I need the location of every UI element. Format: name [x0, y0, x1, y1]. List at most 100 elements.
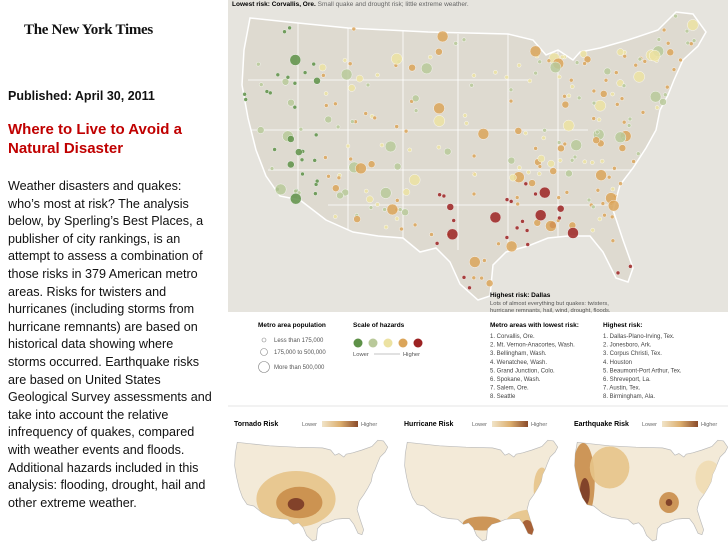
city-dot: [610, 186, 615, 192]
list-item: 2. Mt. Vernon-Anacortes, Wash.: [490, 343, 575, 349]
state-borders: [248, 20, 648, 260]
city-dot: [504, 235, 510, 240]
swatch: [398, 338, 408, 348]
city-dot: [631, 159, 636, 164]
city-dot: [395, 198, 400, 203]
city-dot: [524, 228, 530, 233]
city-dot: [600, 201, 606, 206]
population-label: 175,000 to 500,000: [274, 350, 326, 356]
list-item: 6. Spokane, Wash.: [490, 377, 541, 383]
population-legend: [258, 337, 270, 373]
city-dot: [614, 131, 627, 144]
city-dot: [637, 57, 643, 62]
city-dot: [269, 166, 275, 171]
city-dot: [462, 113, 468, 118]
city-dot: [508, 98, 514, 104]
city-dot: [549, 167, 557, 175]
city-dot: [528, 179, 536, 187]
city-dot: [433, 115, 446, 127]
city-dot: [561, 100, 570, 109]
city-dot: [435, 48, 443, 56]
city-dot: [570, 84, 575, 89]
city-dot: [436, 30, 449, 43]
city-dot: [582, 159, 587, 164]
list-item: 8. Seattle: [490, 394, 516, 400]
city-dot: [407, 147, 412, 153]
city-dot: [428, 54, 433, 60]
city-dot: [482, 258, 487, 263]
city-dot: [342, 58, 348, 63]
swatch: [368, 338, 378, 348]
size-swatch: [261, 337, 267, 343]
hazard-map-shape: [234, 439, 389, 542]
city-dot: [394, 216, 400, 221]
hazard-map: Earthquake Risk Lower Higher: [574, 421, 728, 542]
list-item: 5. Grand Junction, Colo.: [490, 368, 555, 374]
hazard-zone: [462, 516, 503, 531]
city-dot: [535, 209, 547, 221]
city-dot: [471, 191, 477, 197]
highest-label: Highest risk: Dallas: [490, 292, 551, 299]
city-dot: [610, 214, 615, 220]
city-dot: [333, 101, 338, 107]
city-dot: [591, 100, 597, 106]
city-dot: [586, 197, 592, 203]
city-dot: [471, 275, 477, 280]
hazard-lower: Lower: [302, 422, 317, 428]
city-dot: [684, 28, 690, 34]
list-item: 5. Beaumont-Port Arthur, Tex.: [603, 368, 682, 374]
city-dot: [649, 50, 661, 62]
city-dot: [577, 95, 582, 101]
hazard-higher: Higher: [361, 422, 377, 428]
list-item: 4. Wenatchee, Wash.: [490, 360, 547, 366]
hazard-zone: [287, 497, 305, 511]
city-dot: [533, 70, 538, 76]
city-dot: [243, 97, 248, 102]
city-dot: [607, 174, 612, 180]
city-dot: [384, 140, 397, 153]
hazard-map: Tornado Risk Lower Higher: [234, 421, 389, 542]
city-dot: [612, 166, 617, 171]
city-dot: [560, 54, 565, 60]
city-dot: [520, 219, 525, 224]
city-dot: [564, 190, 570, 195]
city-dot: [600, 90, 608, 98]
city-dot: [663, 92, 668, 97]
city-dot: [347, 61, 353, 66]
city-dot: [569, 158, 575, 163]
city-dot: [537, 164, 543, 169]
city-dot: [313, 77, 321, 85]
city-dot: [595, 129, 600, 135]
lowest-note: Small quake and drought risk; little ext…: [318, 1, 469, 8]
city-dot: [691, 38, 697, 43]
city-dot: [558, 158, 563, 163]
city-dot: [563, 119, 575, 132]
city-dot: [436, 144, 442, 150]
city-dot: [569, 77, 574, 83]
city-dot: [574, 60, 580, 65]
city-dot: [556, 195, 561, 200]
hazard-zone: [533, 467, 551, 510]
city-dot: [471, 153, 477, 159]
city-dot: [290, 192, 302, 205]
hazard-zone: [695, 460, 722, 496]
hazard-zone: [579, 478, 590, 506]
city-dot: [570, 139, 582, 151]
city-dot: [275, 183, 287, 196]
city-dot: [408, 63, 416, 72]
city-dot: [368, 205, 374, 210]
city-dot: [515, 201, 520, 207]
hazard-map-shape: [574, 439, 728, 542]
city-dot: [626, 123, 632, 128]
city-dot: [591, 116, 596, 121]
city-dot: [318, 63, 327, 72]
city-dot: [603, 67, 612, 76]
city-dot: [335, 124, 341, 130]
city-dot: [557, 144, 565, 153]
city-dot: [671, 67, 677, 72]
city-dot: [537, 171, 542, 176]
city-dot: [507, 156, 516, 165]
city-dot: [298, 126, 304, 132]
city-dots: [242, 13, 699, 290]
city-dot: [533, 191, 538, 197]
